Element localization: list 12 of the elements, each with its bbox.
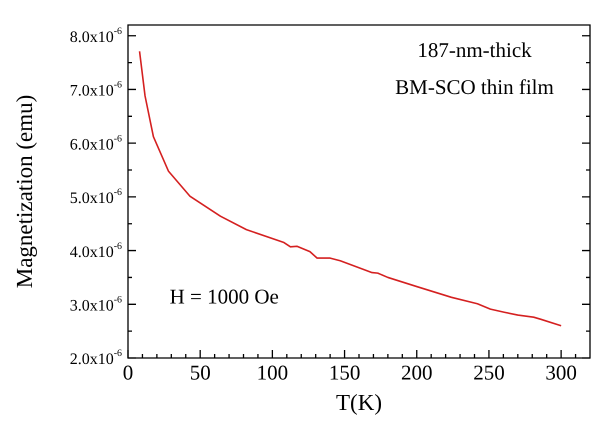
x-axis-title: T(K) <box>336 390 382 416</box>
x-tick-label: 50 <box>190 360 211 385</box>
y-axis-title: Magnetization (emu) <box>12 94 38 288</box>
x-tick-label: 300 <box>545 360 577 385</box>
x-tick-label: 0 <box>122 360 134 385</box>
annotation: 187-nm-thick <box>417 38 532 62</box>
x-tick-label: 150 <box>328 360 360 385</box>
x-tick-label: 200 <box>401 360 432 385</box>
x-tick-label: 100 <box>256 360 288 385</box>
x-tick-label: 250 <box>473 360 505 385</box>
annotation: H = 1000 Oe <box>170 284 279 309</box>
annotation: BM-SCO thin film <box>395 74 554 99</box>
